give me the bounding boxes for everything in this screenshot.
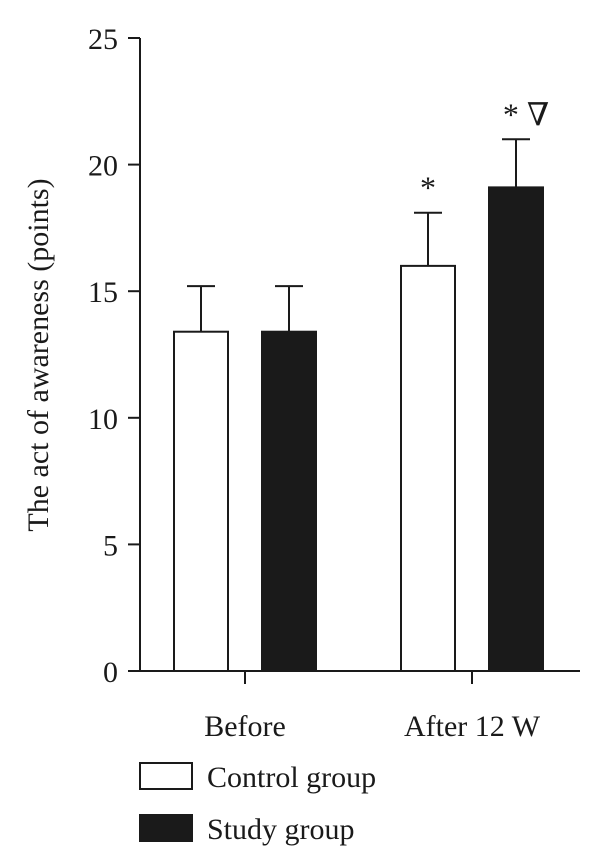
x-category-label: After 12 W xyxy=(404,710,541,743)
y-tick-label: 0 xyxy=(103,656,118,689)
axes: 0 5 10 15 20 25 Before After 12 W xyxy=(88,23,580,743)
legend-label: Control group xyxy=(207,761,376,794)
y-tick-label: 10 xyxy=(88,403,118,436)
x-category-label: Before xyxy=(204,710,286,743)
bars: * * ∇ xyxy=(173,96,549,672)
y-tick-label: 15 xyxy=(88,276,118,309)
legend-swatch xyxy=(139,814,193,842)
significance-marker: * xyxy=(420,170,436,206)
bar xyxy=(173,330,229,672)
legend: Control group Study group xyxy=(139,761,376,846)
y-tick-label: 25 xyxy=(88,23,118,56)
bar xyxy=(400,264,456,672)
y-tick-label: 5 xyxy=(103,529,118,562)
legend-label: Study group xyxy=(207,813,355,846)
y-axis-label: The act of awareness (points) xyxy=(22,178,55,531)
legend-swatch xyxy=(139,762,193,790)
y-tick-label: 20 xyxy=(88,150,118,183)
bar xyxy=(261,330,317,672)
significance-marker: * ∇ xyxy=(503,96,549,132)
bar xyxy=(488,186,544,672)
